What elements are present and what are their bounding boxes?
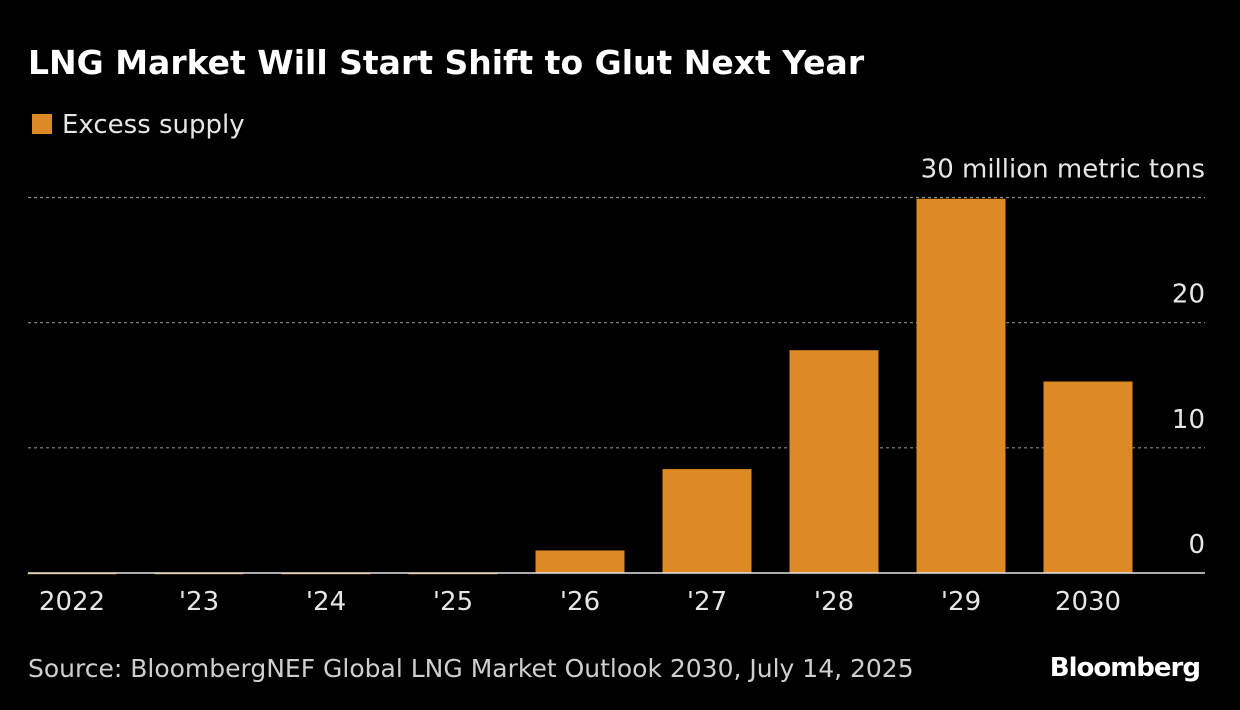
chart-title: LNG Market Will Start Shift to Glut Next… xyxy=(28,43,865,82)
source: Source: BloombergNEF Global LNG Market O… xyxy=(28,654,914,683)
x-tick-label: '24 xyxy=(306,587,346,617)
x-tick-label: '23 xyxy=(179,587,219,617)
legend-label: Excess supply xyxy=(62,110,245,140)
brand: Bloomberg xyxy=(1050,653,1200,683)
legend-swatch xyxy=(32,114,52,134)
x-tick-label: '28 xyxy=(814,587,854,617)
y-tick-label: 0 xyxy=(1188,530,1205,560)
y-tick-label: 30 million metric tons xyxy=(921,155,1205,185)
x-tick-label: 2022 xyxy=(39,587,105,617)
bar xyxy=(662,469,752,573)
y-tick-label: 20 xyxy=(1172,280,1205,310)
bar xyxy=(916,198,1006,574)
bar xyxy=(1043,381,1133,573)
x-tick-label: '29 xyxy=(941,587,981,617)
y-tick-label: 10 xyxy=(1172,405,1205,435)
x-tick-label: '25 xyxy=(433,587,473,617)
x-tick-label: 2030 xyxy=(1055,587,1121,617)
x-tick-label: '26 xyxy=(560,587,600,617)
x-tick-label: '27 xyxy=(687,587,727,617)
bar xyxy=(789,350,879,573)
bar xyxy=(535,550,625,573)
